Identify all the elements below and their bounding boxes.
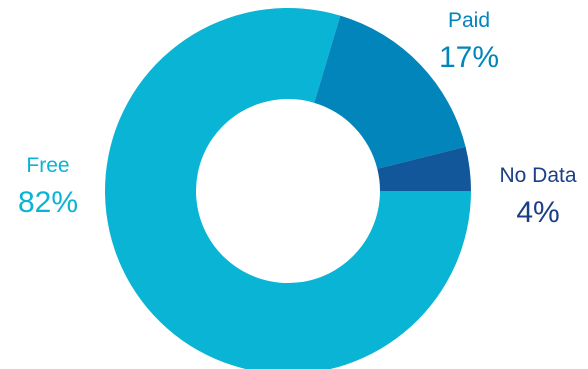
label-no-data-value: 4% (516, 196, 559, 229)
label-paid-value: 17% (439, 41, 499, 74)
label-free-name: Free (26, 154, 69, 177)
slice-paid (314, 15, 466, 169)
label-no-data-name: No Data (499, 164, 576, 187)
slice-free (105, 8, 471, 369)
slice-no-data (377, 146, 471, 191)
label-paid-name: Paid (448, 9, 490, 32)
label-free-value: 82% (18, 186, 78, 219)
